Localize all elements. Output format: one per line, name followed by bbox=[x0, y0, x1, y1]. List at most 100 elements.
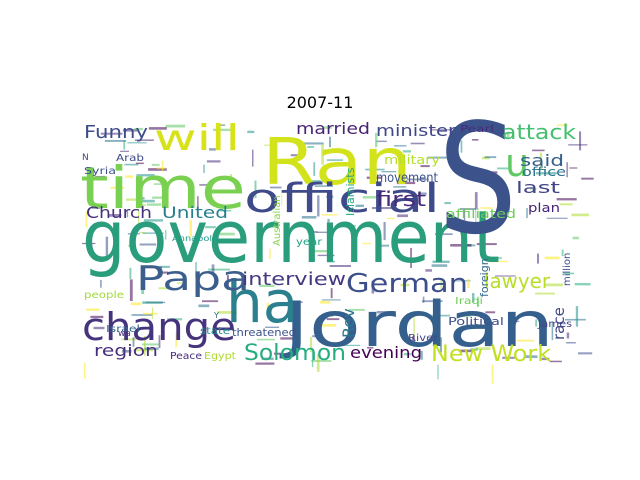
filler-mark bbox=[556, 198, 577, 201]
filler-mark bbox=[110, 186, 125, 189]
filler-mark bbox=[314, 185, 333, 187]
filler-mark bbox=[417, 192, 427, 196]
filler-mark bbox=[421, 300, 443, 303]
filler-mark bbox=[197, 196, 199, 215]
filler-mark bbox=[455, 280, 471, 282]
word-people: people bbox=[84, 290, 124, 301]
filler-mark bbox=[158, 287, 171, 290]
filler-mark bbox=[440, 280, 443, 291]
filler-mark bbox=[566, 332, 570, 339]
word-james: James bbox=[537, 319, 572, 330]
filler-mark bbox=[148, 168, 167, 171]
word-minister: minister bbox=[376, 121, 457, 140]
filler-mark bbox=[551, 321, 554, 341]
word-u: u bbox=[505, 141, 529, 185]
filler-mark bbox=[265, 326, 280, 328]
filler-mark bbox=[127, 233, 140, 235]
filler-mark bbox=[316, 231, 329, 233]
filler-mark bbox=[526, 208, 528, 219]
filler-mark bbox=[394, 145, 407, 147]
filler-mark bbox=[571, 213, 589, 217]
filler-mark bbox=[372, 160, 374, 175]
word-new-work: New Work bbox=[431, 342, 551, 367]
filler-mark bbox=[427, 156, 448, 159]
filler-mark bbox=[217, 232, 235, 236]
filler-mark bbox=[213, 128, 233, 131]
filler-mark bbox=[209, 148, 216, 151]
filler-mark bbox=[579, 131, 582, 151]
filler-mark bbox=[472, 293, 475, 303]
filler-mark bbox=[329, 265, 351, 267]
filler-mark bbox=[413, 317, 415, 336]
filler-mark bbox=[176, 282, 187, 284]
filler-mark bbox=[144, 336, 146, 356]
filler-mark bbox=[311, 180, 322, 182]
filler-mark bbox=[407, 178, 429, 181]
word-german: German bbox=[346, 269, 468, 299]
filler-mark bbox=[435, 233, 453, 235]
word-peace: Peace bbox=[170, 351, 202, 362]
filler-mark bbox=[141, 278, 144, 294]
filler-mark bbox=[152, 196, 169, 199]
filler-mark bbox=[252, 149, 254, 167]
filler-mark bbox=[535, 319, 538, 327]
filler-mark bbox=[471, 139, 479, 141]
filler-mark bbox=[105, 236, 109, 256]
filler-mark bbox=[535, 172, 557, 175]
filler-mark bbox=[142, 301, 163, 304]
filler-mark bbox=[151, 163, 160, 166]
word-government: government bbox=[82, 195, 500, 279]
filler-mark bbox=[367, 346, 374, 349]
filler-mark bbox=[422, 296, 425, 303]
filler-mark bbox=[220, 210, 232, 212]
filler-mark bbox=[165, 229, 167, 240]
filler-mark bbox=[516, 339, 535, 342]
word-military: military bbox=[384, 153, 440, 167]
word-million: million bbox=[562, 253, 573, 286]
word-ha: ha bbox=[226, 268, 298, 336]
word-pearl: Pearl bbox=[460, 124, 494, 135]
filler-mark bbox=[381, 171, 397, 173]
filler-mark bbox=[269, 248, 271, 259]
filler-mark bbox=[511, 320, 520, 322]
filler-mark bbox=[91, 168, 94, 180]
filler-mark bbox=[324, 149, 338, 152]
filler-mark bbox=[122, 129, 138, 132]
filler-mark bbox=[142, 312, 158, 315]
filler-mark bbox=[575, 306, 579, 327]
filler-mark bbox=[143, 219, 164, 222]
word-affiliated: affiliated bbox=[446, 207, 516, 221]
filler-mark bbox=[336, 224, 356, 228]
filler-mark bbox=[484, 156, 497, 159]
filler-mark bbox=[317, 254, 335, 257]
word-islamists: Islamists bbox=[344, 167, 357, 216]
filler-mark bbox=[129, 279, 133, 301]
word-ran: Ran bbox=[262, 126, 412, 200]
filler-mark bbox=[311, 360, 332, 362]
filler-mark bbox=[387, 217, 395, 220]
filler-mark bbox=[475, 347, 491, 350]
word-lawyer: lawyer bbox=[484, 269, 551, 293]
word-rev: Rev bbox=[339, 308, 358, 338]
filler-mark bbox=[142, 232, 164, 234]
filler-mark bbox=[549, 360, 562, 363]
filler-mark bbox=[330, 288, 333, 299]
filler-mark bbox=[326, 318, 340, 321]
filler-mark bbox=[175, 332, 178, 348]
filler-mark bbox=[137, 197, 145, 200]
word-will: will bbox=[154, 118, 240, 159]
word-attack: attack bbox=[502, 120, 576, 144]
filler-mark bbox=[205, 226, 216, 229]
filler-mark bbox=[121, 350, 132, 353]
filler-mark bbox=[139, 231, 146, 234]
filler-mark bbox=[148, 323, 150, 340]
word-threatened: threatened bbox=[232, 326, 296, 339]
word-funny: Funny bbox=[84, 122, 148, 143]
filler-mark bbox=[312, 335, 320, 338]
filler-mark bbox=[121, 338, 137, 341]
filler-mark bbox=[362, 196, 382, 199]
filler-mark bbox=[321, 144, 324, 165]
filler-mark bbox=[255, 362, 275, 365]
filler-mark bbox=[561, 249, 564, 257]
